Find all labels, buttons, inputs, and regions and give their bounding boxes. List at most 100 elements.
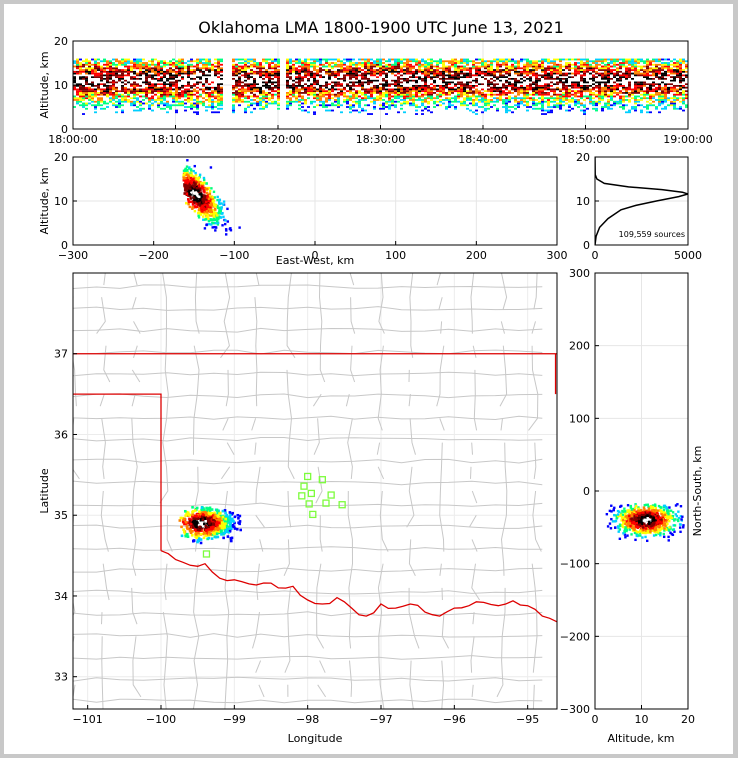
time-density-cell	[613, 60, 616, 63]
time-density-cell	[331, 70, 334, 73]
time-density-cell	[370, 86, 373, 89]
time-density-cell	[181, 60, 184, 63]
time-density-cell	[523, 86, 526, 89]
time-density-cell	[277, 88, 280, 91]
time-density-cell	[517, 93, 520, 96]
time-density-cell	[343, 76, 346, 78]
time-density-cell	[190, 77, 193, 80]
time-density-cell	[535, 77, 538, 80]
time-density-cell	[643, 97, 646, 100]
time-density-cell	[619, 84, 622, 87]
time-density-cell	[196, 83, 199, 86]
time-density-cell	[658, 77, 661, 80]
time-density-cell	[574, 93, 577, 96]
time-density-cell	[376, 63, 379, 66]
time-density-cell	[181, 90, 184, 93]
time-density-cell	[148, 83, 151, 86]
time-density-cell	[256, 67, 259, 70]
time-density-cell	[595, 102, 598, 105]
time-density-cell	[256, 62, 259, 64]
time-density-cell	[313, 77, 316, 80]
time-density-cell	[457, 84, 460, 87]
time-density-cell	[337, 72, 340, 75]
time-density-cell	[361, 62, 364, 64]
time-density-cell	[526, 60, 529, 63]
time-density-cell	[145, 83, 148, 86]
time-density-cell	[505, 100, 508, 103]
time-density-cell	[415, 92, 418, 94]
time-density-cell	[484, 97, 487, 100]
time-density-cell	[475, 88, 478, 91]
time-density-cell	[214, 106, 217, 108]
time-density-cell	[583, 111, 586, 114]
ew-density-cell	[216, 204, 219, 208]
time-density-cell	[508, 97, 511, 100]
time-density-cell	[367, 83, 370, 86]
time-density-cell	[160, 93, 163, 96]
time-density-cell	[499, 81, 502, 84]
time-density-cell	[112, 69, 115, 71]
time-density-cell	[544, 67, 547, 70]
time-density-cell	[340, 92, 343, 94]
time-density-cell	[598, 97, 601, 100]
time-density-cell	[265, 81, 268, 84]
time-density-cell	[547, 77, 550, 80]
ew-density-cell	[212, 190, 216, 194]
time-density-cell	[109, 84, 112, 87]
time-density-cell	[205, 62, 208, 64]
time-density-cell	[514, 62, 517, 64]
time-density-cell	[676, 76, 679, 78]
time-density-cell	[346, 97, 349, 100]
time-density-cell	[403, 74, 406, 77]
time-density-cell	[430, 79, 433, 82]
time-density-cell	[112, 79, 115, 82]
time-density-cell	[394, 74, 397, 77]
time-density-cell	[517, 102, 520, 105]
time-density-cell	[658, 72, 661, 75]
time-density-cell	[259, 79, 262, 82]
time-density-cell	[235, 69, 238, 71]
time-density-cell	[475, 102, 478, 105]
time-density-cell	[346, 69, 349, 71]
time-density-cell	[403, 100, 406, 103]
ew-density-cell	[182, 175, 185, 179]
time-density-cell	[646, 107, 649, 110]
time-density-cell	[79, 69, 82, 71]
time-density-cell	[523, 63, 526, 66]
time-density-cell	[181, 86, 184, 89]
time-density-cell	[367, 58, 370, 61]
time-density-cell	[580, 90, 583, 93]
time-density-cell	[523, 92, 526, 94]
time-density-cell	[499, 77, 502, 80]
time-density-cell	[238, 76, 241, 78]
time-density-cell	[391, 72, 394, 75]
time-density-cell	[247, 58, 250, 61]
time-density-cell	[526, 76, 529, 78]
time-density-cell	[517, 77, 520, 80]
time-density-cell	[679, 84, 682, 87]
time-density-cell	[394, 104, 397, 107]
time-density-cell	[406, 77, 409, 80]
time-density-cell	[394, 69, 397, 71]
time-density-cell	[262, 79, 265, 82]
time-density-cell	[109, 83, 112, 86]
time-density-cell	[559, 106, 562, 108]
time-density-cell	[556, 79, 559, 82]
time-density-cell	[103, 58, 106, 61]
time-density-cell	[616, 86, 619, 89]
time-density-cell	[73, 60, 76, 63]
time-density-cell	[421, 74, 424, 77]
time-density-cell	[367, 104, 370, 107]
time-density-cell	[574, 95, 577, 98]
time-density-cell	[220, 86, 223, 89]
time-density-cell	[109, 65, 112, 68]
time-density-cell	[580, 63, 583, 66]
time-density-cell	[457, 100, 460, 103]
time-density-cell	[415, 62, 418, 64]
time-density-cell	[274, 74, 277, 77]
time-density-cell	[451, 97, 454, 100]
time-density-cell	[556, 84, 559, 87]
time-density-cell	[655, 83, 658, 86]
time-density-cell	[136, 100, 139, 103]
time-density-cell	[382, 58, 385, 61]
